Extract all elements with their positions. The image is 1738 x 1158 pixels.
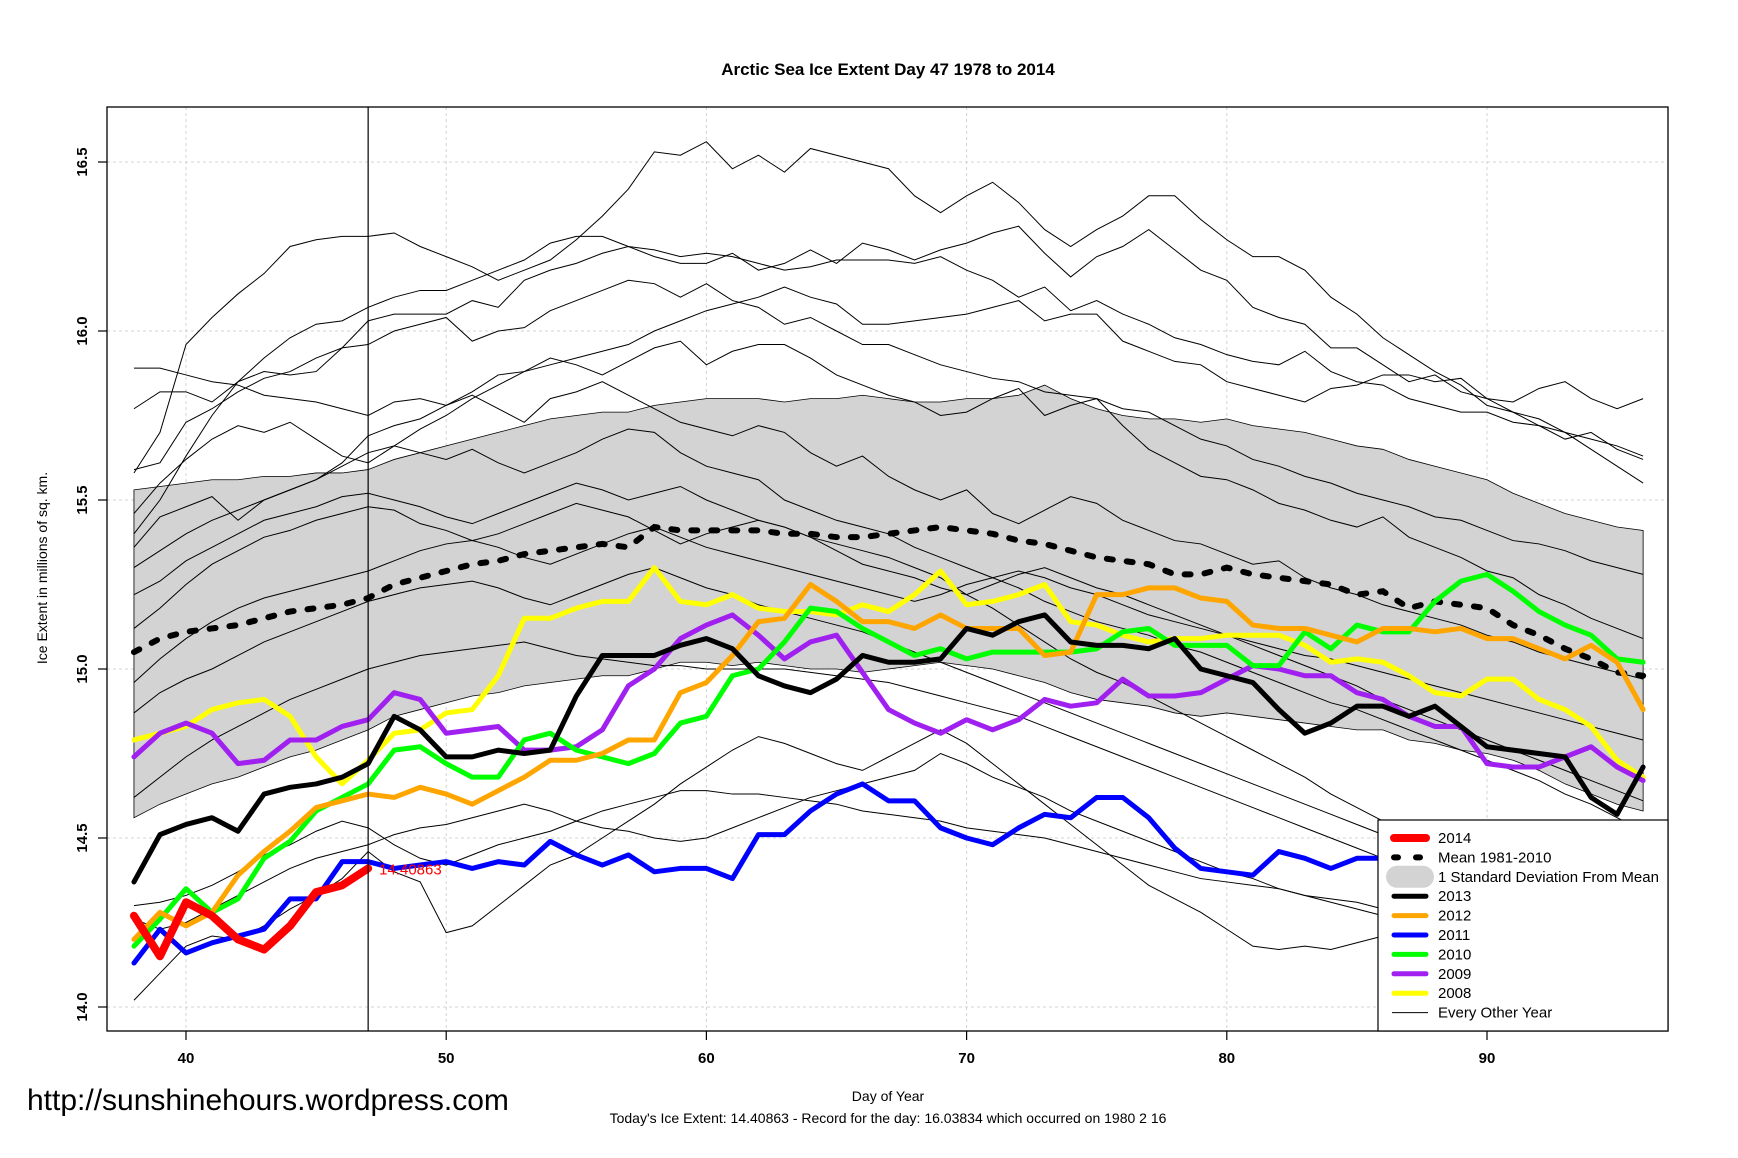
legend-item: 2013: [1391, 888, 1471, 905]
every-other-year-line: [133, 340, 1644, 640]
legend-label: Every Other Year: [1438, 1005, 1552, 1022]
legend-box: [1377, 819, 1669, 1032]
legend: 2014 Mean 1981-2010 1 Standard Deviation F…: [1377, 819, 1669, 1032]
x-tick-label: 40: [178, 1050, 195, 1067]
x-tick-label: 50: [438, 1050, 455, 1067]
every-other-year-line: [133, 381, 1644, 680]
series-line-2009: [131, 612, 1646, 784]
legend-label: 1 Standard Deviation From Mean: [1438, 869, 1659, 886]
mean-line: [130, 523, 1647, 679]
legend-item: 2014: [1390, 830, 1471, 847]
legend-item: 2009: [1391, 966, 1471, 983]
series-line-2008: [131, 565, 1646, 787]
y-tick-label: 16.5: [74, 147, 91, 176]
x-tick-label: 90: [1479, 1050, 1496, 1067]
legend-swatch-band: [1386, 865, 1434, 888]
series-line-2014: [129, 864, 373, 961]
legend-label: 2014: [1438, 830, 1471, 847]
every-other-year-line: [133, 141, 1644, 484]
series-line-2010: [131, 571, 1646, 949]
chart-title: Arctic Sea Ice Extent Day 47 1978 to 201…: [721, 60, 1055, 79]
y-tick-label: 14.0: [74, 992, 91, 1021]
legend-item: 2011: [1391, 927, 1470, 944]
x-tick-label: 60: [698, 1050, 715, 1067]
series-line-2013: [131, 612, 1646, 885]
legend-label: 2010: [1438, 946, 1471, 963]
y-axis: 14.0 14.5 15.0 15.5 16.0 16.5: [74, 147, 107, 1022]
legend-item: 1 Standard Deviation From Mean: [1386, 865, 1659, 888]
series-line-2012: [131, 582, 1646, 942]
legend-item: 2010: [1391, 946, 1471, 963]
legend-label: 2008: [1438, 985, 1471, 1002]
every-other-year-line: [133, 245, 1644, 460]
x-axis-label: Day of Year: [852, 1088, 925, 1104]
x-tick-label: 80: [1218, 1050, 1235, 1067]
legend-label: 2011: [1438, 927, 1470, 944]
series-lines: [129, 565, 1646, 966]
legend-label: 2009: [1438, 966, 1471, 983]
mean-1981-2010-line: [130, 523, 1647, 679]
legend-label: Mean 1981-2010: [1438, 849, 1551, 866]
legend-label: 2012: [1438, 908, 1471, 925]
y-tick-label: 15.5: [74, 485, 91, 514]
x-axis: 40 50 60 70 80 90: [178, 1031, 1496, 1067]
legend-item: Mean 1981-2010: [1391, 849, 1551, 866]
every-other-year-line: [133, 526, 1644, 741]
plot-frame: [106, 106, 1669, 1032]
x-tick-label: 70: [958, 1050, 975, 1067]
every-other-year-line: [133, 286, 1644, 417]
every-other-year-line: [133, 225, 1644, 535]
y-tick-label: 15.0: [74, 654, 91, 683]
sd-band: [133, 384, 1644, 819]
y-tick-label: 14.5: [74, 823, 91, 852]
watermark-url: http://sunshinehours.wordpress.com: [27, 1084, 509, 1117]
legend-label: 2013: [1438, 888, 1471, 905]
legend-item: 2012: [1391, 908, 1471, 925]
legend-item: 2008: [1391, 985, 1471, 1002]
current-value-label: 14.40863: [379, 861, 442, 878]
todays-extent-note: Today's Ice Extent: 14.40863 - Record fo…: [610, 1110, 1167, 1126]
legend-item: Every Other Year: [1392, 1005, 1552, 1022]
y-axis-label: Ice Extent in millions of sq. km.: [34, 472, 50, 664]
sd-band-area: [133, 384, 1644, 819]
every-other-year-line: [133, 279, 1644, 575]
y-tick-label: 16.0: [74, 316, 91, 345]
